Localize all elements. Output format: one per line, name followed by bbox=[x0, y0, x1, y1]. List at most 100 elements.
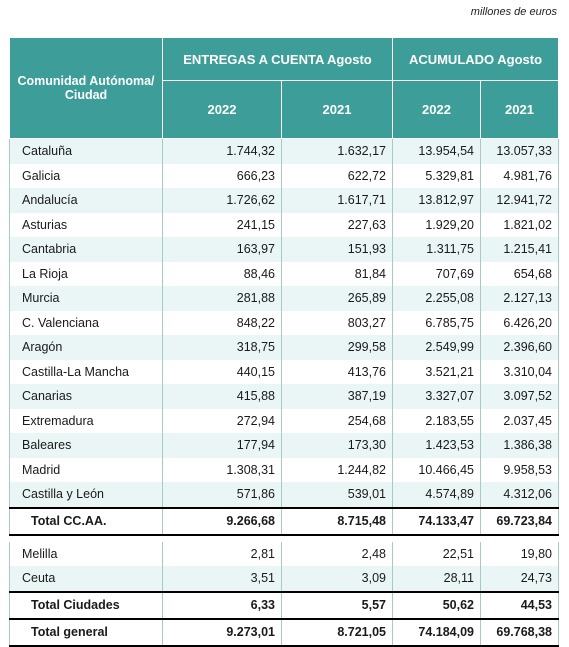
value-cell: 69.723,84 bbox=[480, 506, 559, 536]
value-cell: 10.466,45 bbox=[392, 457, 481, 482]
value-cell: 440,15 bbox=[162, 359, 282, 384]
value-cell: 9.958,53 bbox=[480, 457, 559, 482]
value-cell: 13.954,54 bbox=[392, 138, 481, 164]
value-cell: 1.423,53 bbox=[392, 433, 481, 458]
row-label: Asturias bbox=[9, 212, 163, 237]
value-cell: 622,72 bbox=[281, 163, 393, 188]
value-cell: 6,33 bbox=[162, 590, 282, 620]
value-cell: 848,22 bbox=[162, 310, 282, 335]
row-label: Total Ciudades bbox=[9, 590, 163, 620]
value-cell: 387,19 bbox=[281, 384, 393, 409]
region-row: Andalucía 1.726,62 1.617,71 13.812,97 12.941… bbox=[9, 188, 559, 213]
row-label: Melilla bbox=[9, 541, 163, 566]
region-row: La Rioja 88,46 81,84 707,69 654,68 bbox=[9, 261, 559, 286]
value-cell: 666,23 bbox=[162, 163, 282, 188]
value-cell: 173,30 bbox=[281, 433, 393, 458]
value-cell: 1.726,62 bbox=[162, 188, 282, 213]
unit-note: millones de euros bbox=[470, 6, 557, 18]
value-cell: 3.327,07 bbox=[392, 384, 481, 409]
value-cell: 22,51 bbox=[392, 541, 481, 566]
region-row: Aragón 318,75 299,58 2.549,99 2.396,60 bbox=[9, 335, 559, 360]
region-row: C. Valenciana 848,22 803,27 6.785,75 6.426,2… bbox=[9, 310, 559, 335]
year-header: 2022 bbox=[392, 80, 481, 139]
value-cell: 8.721,05 bbox=[281, 617, 393, 647]
value-cell: 2.396,60 bbox=[480, 335, 559, 360]
value-cell: 227,63 bbox=[281, 212, 393, 237]
value-cell: 3,51 bbox=[162, 566, 282, 592]
value-cell: 177,94 bbox=[162, 433, 282, 458]
row-label: Cantabria bbox=[9, 237, 163, 262]
region-row: Galicia 666,23 622,72 5.329,81 4.981,76 bbox=[9, 163, 559, 188]
value-cell: 2.183,55 bbox=[392, 408, 481, 433]
value-cell: 1.744,32 bbox=[162, 138, 282, 164]
row-label: Andalucía bbox=[9, 188, 163, 213]
region-row: Canarias 415,88 387,19 3.327,07 3.097,52 bbox=[9, 384, 559, 409]
value-cell: 2.127,13 bbox=[480, 286, 559, 311]
value-cell: 803,27 bbox=[281, 310, 393, 335]
value-cell: 299,58 bbox=[281, 335, 393, 360]
city-row: Ceuta 3,51 3,09 28,11 24,73 bbox=[9, 566, 559, 592]
row-spacer bbox=[9, 534, 559, 542]
value-cell: 654,68 bbox=[480, 261, 559, 286]
value-cell: 1.929,20 bbox=[392, 212, 481, 237]
city-row: Melilla 2,81 2,48 22,51 19,80 bbox=[9, 541, 559, 566]
value-cell: 1.617,71 bbox=[281, 188, 393, 213]
value-cell: 1.308,31 bbox=[162, 457, 282, 482]
total-general-row: Total general 9.273,01 8.721,05 74.184,09 69… bbox=[9, 617, 559, 647]
region-row: Cantabria 163,97 151,93 1.311,75 1.215,41 bbox=[9, 237, 559, 262]
value-cell: 50,62 bbox=[392, 590, 481, 620]
value-cell: 2,48 bbox=[281, 541, 393, 566]
row-label: Castilla-La Mancha bbox=[9, 359, 163, 384]
value-cell: 1.632,17 bbox=[281, 138, 393, 164]
value-cell: 272,94 bbox=[162, 408, 282, 433]
value-cell: 571,86 bbox=[162, 482, 282, 508]
value-cell: 6.785,75 bbox=[392, 310, 481, 335]
value-cell: 241,15 bbox=[162, 212, 282, 237]
row-label: Extremadura bbox=[9, 408, 163, 433]
row-label: La Rioja bbox=[9, 261, 163, 286]
value-cell: 81,84 bbox=[281, 261, 393, 286]
value-cell: 44,53 bbox=[480, 590, 559, 620]
value-cell: 4.981,76 bbox=[480, 163, 559, 188]
total-ccaa-row: Total CC.AA. 9.266,68 8.715,48 74.133,47 69.… bbox=[9, 506, 559, 536]
group-header-acumulado: ACUMULADO Agosto bbox=[392, 37, 559, 81]
year-header: 2022 bbox=[162, 80, 282, 139]
row-label: Canarias bbox=[9, 384, 163, 409]
value-cell: 6.426,20 bbox=[480, 310, 559, 335]
value-cell: 2.255,08 bbox=[392, 286, 481, 311]
value-cell: 539,01 bbox=[281, 482, 393, 508]
table-body: Cataluña 1.744,32 1.632,17 13.954,54 13.057,… bbox=[9, 138, 559, 647]
row-label: Castilla y León bbox=[9, 482, 163, 508]
table-header: Comunidad Autónoma/ Ciudad ENTREGAS A CU… bbox=[9, 37, 559, 139]
value-cell: 12.941,72 bbox=[480, 188, 559, 213]
region-column-header: Comunidad Autónoma/ Ciudad bbox=[9, 37, 163, 139]
value-cell: 151,93 bbox=[281, 237, 393, 262]
row-label: Murcia bbox=[9, 286, 163, 311]
funding-table: Comunidad Autónoma/ Ciudad ENTREGAS A CU… bbox=[9, 37, 559, 647]
region-row: Extremadura 272,94 254,68 2.183,55 2.037,45 bbox=[9, 408, 559, 433]
value-cell: 13.812,97 bbox=[392, 188, 481, 213]
value-cell: 4.312,06 bbox=[480, 482, 559, 508]
row-label: Madrid bbox=[9, 457, 163, 482]
row-label: Galicia bbox=[9, 163, 163, 188]
value-cell: 281,88 bbox=[162, 286, 282, 311]
total-cities-row: Total Ciudades 6,33 5,57 50,62 44,53 bbox=[9, 590, 559, 620]
value-cell: 2,81 bbox=[162, 541, 282, 566]
row-label: Total CC.AA. bbox=[9, 506, 163, 536]
region-row: Castilla y León 571,86 539,01 4.574,89 4.312… bbox=[9, 482, 559, 508]
value-cell: 3.310,04 bbox=[480, 359, 559, 384]
value-cell: 28,11 bbox=[392, 566, 481, 592]
value-cell: 413,76 bbox=[281, 359, 393, 384]
value-cell: 74.133,47 bbox=[392, 506, 481, 536]
value-cell: 415,88 bbox=[162, 384, 282, 409]
value-cell: 5.329,81 bbox=[392, 163, 481, 188]
value-cell: 4.574,89 bbox=[392, 482, 481, 508]
value-cell: 9.273,01 bbox=[162, 617, 282, 647]
value-cell: 1.244,82 bbox=[281, 457, 393, 482]
row-label: Total general bbox=[9, 617, 163, 647]
row-label: Ceuta bbox=[9, 566, 163, 592]
value-cell: 163,97 bbox=[162, 237, 282, 262]
region-row: Castilla-La Mancha 440,15 413,76 3.521,21 3.… bbox=[9, 359, 559, 384]
value-cell: 2.549,99 bbox=[392, 335, 481, 360]
region-row: Asturias 241,15 227,63 1.929,20 1.821,02 bbox=[9, 212, 559, 237]
